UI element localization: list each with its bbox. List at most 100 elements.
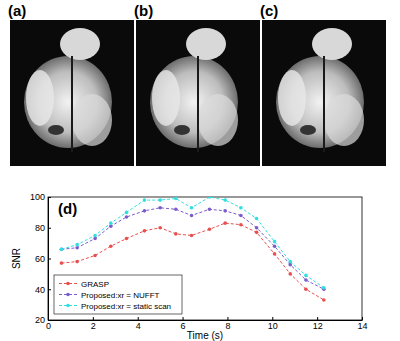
tick-label: 10: [268, 321, 278, 331]
tick-label: 40: [35, 285, 45, 295]
marker: [93, 234, 97, 238]
tissue: [300, 125, 316, 135]
panel-label: (d): [58, 200, 77, 217]
tissue: [24, 56, 112, 148]
marker: [60, 247, 64, 251]
septum: [71, 56, 73, 152]
y-axis-title: SNR: [11, 248, 22, 269]
marker: [304, 287, 308, 291]
tick-label: 6: [181, 321, 186, 331]
marker: [125, 237, 129, 241]
figure: (a)(b)(c)0246810121420406080100Time (s)S…: [0, 0, 400, 341]
tick-mark: [48, 197, 51, 198]
tissue: [276, 56, 364, 148]
marker: [255, 231, 259, 235]
tick: 40: [35, 285, 51, 295]
marker: [223, 209, 227, 213]
marker: [190, 234, 194, 238]
tissue: [60, 28, 100, 60]
marker: [174, 197, 178, 200]
marker: [75, 260, 79, 264]
marker: [109, 244, 113, 248]
marker: [239, 206, 243, 210]
tissue: [150, 56, 238, 148]
tick-label: 80: [35, 223, 45, 233]
image-background: [10, 20, 134, 166]
marker: [109, 224, 113, 228]
septum: [323, 56, 325, 152]
tick-mark: [48, 228, 51, 229]
tick: 100: [30, 192, 51, 202]
image-background: [136, 20, 260, 166]
tissue: [198, 94, 238, 146]
marker: [190, 214, 194, 218]
tick: 2: [91, 317, 96, 331]
tick-mark: [362, 317, 363, 320]
marker: [273, 252, 277, 256]
marker: [223, 221, 227, 225]
tick-label: 60: [35, 254, 45, 264]
marker: [322, 298, 326, 302]
marker: [239, 223, 243, 227]
marker: [60, 247, 64, 251]
tissue: [324, 94, 364, 146]
tick: 20: [35, 315, 51, 325]
tissue: [26, 70, 54, 126]
tick: 6: [181, 317, 186, 331]
marker: [273, 244, 277, 248]
tissue: [312, 28, 352, 60]
marker: [273, 240, 277, 244]
septum: [197, 56, 199, 152]
tick-label: 0: [46, 321, 51, 331]
legend-box: [54, 275, 182, 314]
panel-label: (c): [260, 2, 278, 19]
tissue: [48, 125, 64, 135]
legend-marker: [66, 293, 70, 297]
image-background: [262, 20, 386, 166]
marker: [75, 243, 79, 247]
legend-marker: [66, 304, 70, 308]
panel-label: (b): [134, 2, 153, 19]
tissue: [186, 28, 226, 60]
tick-label: 8: [225, 321, 230, 331]
tick-label: 100: [30, 192, 45, 202]
y-axis: 20 40 60 80 100: [30, 192, 51, 325]
marker: [288, 263, 292, 267]
legend: GRASPProposed:xr = NUFFTProposed:xr = st…: [54, 275, 182, 314]
tick-label: 12: [313, 321, 323, 331]
tick-mark: [227, 317, 228, 320]
legend-label: Proposed:xr = static scan: [81, 302, 171, 311]
series-line: [61, 197, 323, 288]
tick-mark: [48, 289, 51, 290]
marker: [304, 278, 308, 282]
tick: 10: [268, 317, 278, 331]
series-line: [61, 223, 323, 300]
tick-label: 14: [357, 321, 367, 331]
tick-mark: [93, 317, 94, 320]
marker: [143, 209, 147, 213]
tick-mark: [138, 317, 139, 320]
panel-label: (a): [8, 2, 26, 19]
marker: [60, 261, 64, 265]
tick: 4: [136, 317, 141, 331]
image-panel: [262, 20, 386, 166]
image-panel: [10, 20, 134, 166]
tick-label: 2: [91, 321, 96, 331]
tick-label: 20: [35, 315, 45, 325]
marker: [125, 215, 129, 219]
marker: [190, 206, 194, 210]
marker: [208, 197, 212, 199]
tick-mark: [48, 320, 51, 321]
marker: [158, 198, 162, 202]
plot-frame: [48, 197, 362, 320]
marker: [322, 286, 326, 290]
marker: [143, 198, 147, 202]
tick-label: 4: [136, 321, 141, 331]
tissue: [152, 70, 180, 126]
marker: [208, 227, 212, 231]
tick-mark: [272, 317, 273, 320]
tissue: [72, 94, 112, 146]
legend-label: GRASP: [81, 280, 109, 289]
marker: [174, 208, 178, 212]
marker: [109, 221, 113, 225]
